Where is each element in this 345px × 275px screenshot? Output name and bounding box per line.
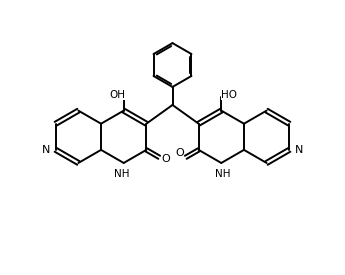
Text: N: N — [295, 145, 303, 155]
Text: NH: NH — [215, 169, 231, 178]
Text: NH: NH — [114, 169, 130, 178]
Text: O: O — [161, 154, 170, 164]
Text: N: N — [42, 145, 50, 155]
Text: OH: OH — [109, 90, 125, 100]
Text: HO: HO — [221, 90, 237, 100]
Text: O: O — [175, 148, 184, 158]
